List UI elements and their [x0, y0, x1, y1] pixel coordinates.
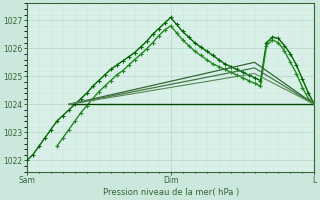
- X-axis label: Pression niveau de la mer( hPa ): Pression niveau de la mer( hPa ): [102, 188, 239, 197]
